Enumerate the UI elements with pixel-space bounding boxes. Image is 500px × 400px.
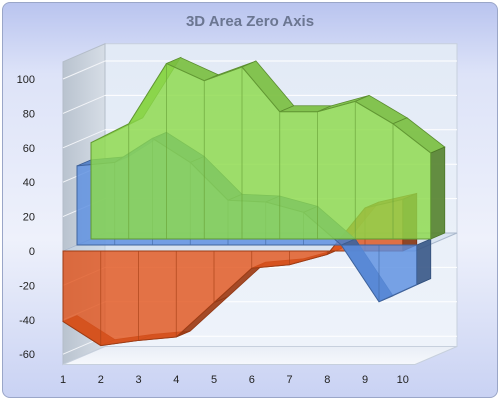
chart-series [62,56,446,347]
y-tick-label: 0 [29,246,35,258]
y-tick-label: 40 [23,177,35,189]
y-tick-label: 100 [17,74,35,86]
area-end-cap [416,238,432,286]
y-tick-label: -20 [19,280,35,292]
y-tick-label: -60 [19,349,35,361]
y-tick-label: 60 [23,143,35,155]
area-end-cap [430,146,446,240]
x-tick-label: 2 [98,374,104,386]
x-tick-label: 8 [324,374,330,386]
y-tick-label: 20 [23,212,35,224]
floor [62,346,458,366]
y-tick-label: -40 [19,315,35,327]
gridline-side [62,94,106,114]
x-tick-label: 3 [135,374,141,386]
x-axis-ticks: 1 2 3 4 5 6 7 8 9 10 [60,374,409,386]
x-tick-label: 4 [173,374,179,386]
x-tick-label: 7 [286,374,292,386]
series-3 [90,56,446,240]
gridline-side [62,60,106,80]
area-chart: -60 -40 -20 0 20 40 60 80 100 1 2 3 4 5 6 7 8 9 10 [17,43,458,386]
y-tick-label: 80 [23,108,35,120]
x-tick-label: 10 [397,374,409,386]
x-tick-label: 1 [60,374,66,386]
y-axis-ticks: -60 -40 -20 0 20 40 60 80 100 [17,74,35,361]
x-tick-label: 9 [362,374,368,386]
chart-title: 3D Area Zero Axis [185,13,315,30]
gridline-side [62,129,106,149]
x-tick-label: 5 [211,374,217,386]
x-tick-label: 6 [249,374,255,386]
